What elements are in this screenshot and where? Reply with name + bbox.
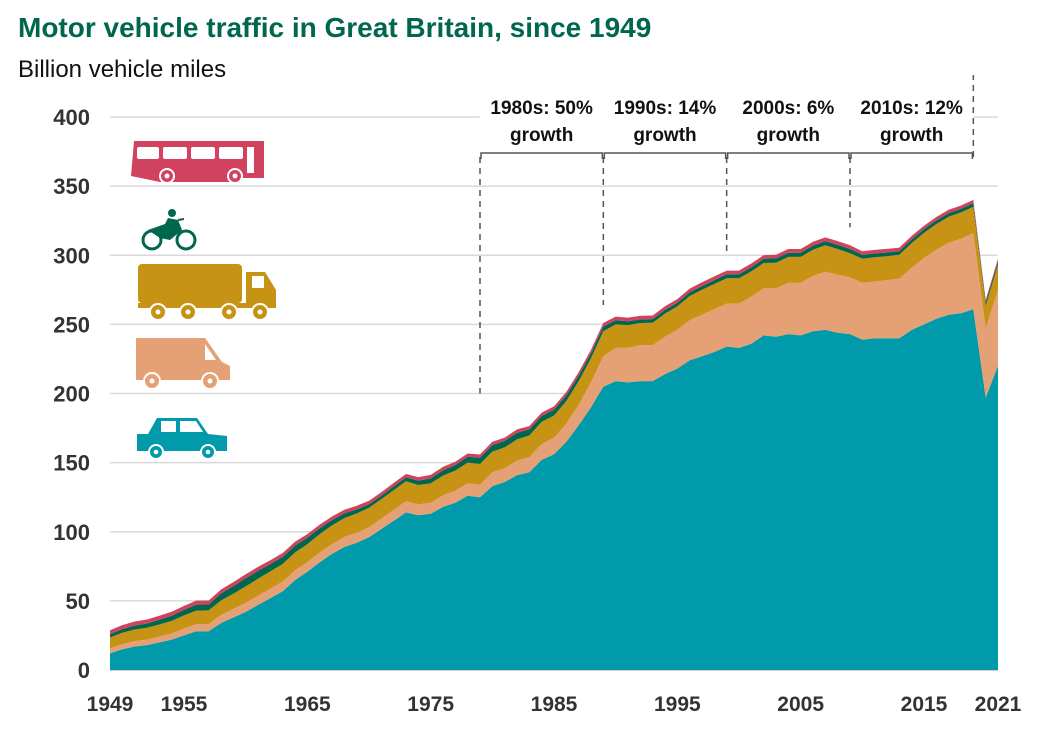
y-tick-label: 100 [53, 520, 90, 545]
chart-title: Motor vehicle traffic in Great Britain, … [18, 12, 652, 43]
y-tick-label: 250 [53, 312, 90, 337]
x-tick-label: 2021 [975, 693, 1022, 716]
annotation-line1: 1990s: 14% [614, 98, 717, 119]
y-tick-label: 0 [78, 658, 90, 683]
bus-icon [131, 141, 264, 184]
motorcycle-icon [141, 209, 197, 251]
x-tick-label: 2005 [777, 693, 824, 716]
x-tick-label: 2015 [901, 693, 948, 716]
annotation-line2: growth [757, 125, 820, 146]
car-icon [137, 418, 227, 460]
bracket [603, 152, 727, 159]
annotation: 1990s: 14% growth [603, 95, 727, 159]
x-tick-label: 1985 [531, 693, 578, 716]
annotation-line1: 1980s: 50% [490, 98, 593, 119]
y-axis-label: Billion vehicle miles [18, 56, 227, 83]
annotation: 2000s: 6% growth [726, 95, 851, 159]
y-tick-label: 150 [53, 451, 90, 476]
x-axis-ticks: 1949 1955 1965 1975 1985 1995 2005 2015 2021 [87, 693, 1022, 716]
x-tick-label: 1995 [654, 693, 701, 716]
x-tick-label: 1975 [407, 693, 454, 716]
bracket [480, 152, 604, 159]
annotation-line1: 2010s: 12% [860, 98, 963, 119]
van-icon [136, 338, 230, 390]
y-tick-label: 300 [53, 243, 90, 268]
annotation: 2010s: 12% growth [849, 95, 974, 159]
bracket [850, 152, 974, 159]
x-tick-label: 1955 [161, 693, 208, 716]
y-tick-label: 400 [53, 105, 90, 130]
y-tick-label: 200 [53, 382, 90, 407]
annotation: 1980s: 50% growth [479, 95, 604, 159]
bracket [726, 152, 850, 159]
y-tick-label: 350 [53, 174, 90, 199]
area-car [110, 309, 998, 670]
area-layers [110, 199, 998, 670]
x-tick-label: 1949 [87, 693, 134, 716]
annotation-line2: growth [880, 125, 943, 146]
area-van [110, 233, 998, 654]
y-axis-ticks: 0 50 100 150 200 250 300 350 400 [53, 105, 90, 683]
annotation-line2: growth [510, 125, 573, 146]
area-lorry [110, 206, 998, 649]
y-tick-label: 50 [66, 589, 90, 614]
annotation-line2: growth [633, 125, 696, 146]
annotation-line1: 2000s: 6% [742, 98, 834, 119]
lorry-icon [138, 264, 276, 321]
x-tick-label: 1965 [284, 693, 331, 716]
